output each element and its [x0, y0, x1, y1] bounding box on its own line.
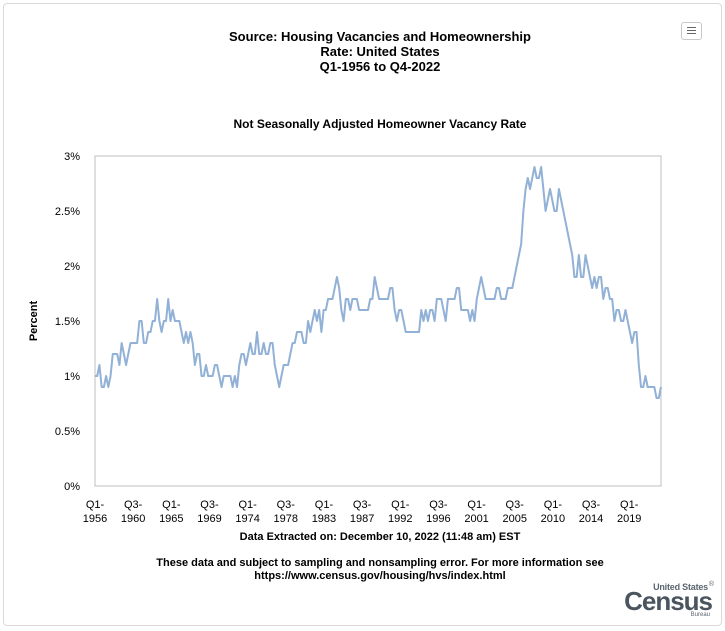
logo-line-bureau: Bureau: [690, 612, 710, 618]
x-tick-label: Q1-1992: [388, 499, 412, 525]
series-line-homeowner-vacancy-rate: [95, 166, 662, 399]
x-tick-label: Q1-2010: [541, 499, 565, 525]
x-tick-label: Q1-1956: [83, 499, 107, 525]
y-tick-label: 3%: [64, 151, 80, 163]
y-tick-label: 2%: [64, 261, 80, 273]
chart-title-line-1: Source: Housing Vacancies and Homeowners…: [229, 29, 531, 44]
x-tick-label: Q3-1978: [274, 499, 298, 525]
chart-title-line-2: Rate: United States: [320, 44, 440, 59]
y-tick-label: 0%: [64, 481, 80, 493]
x-tick-label: Q3-2005: [502, 499, 526, 525]
x-tick-label: Q1-1983: [312, 499, 336, 525]
disclaimer-line-1: These data and subject to sampling and n…: [156, 557, 604, 569]
logo-registered-mark: ®: [708, 581, 714, 588]
y-tick-label: 1%: [64, 371, 80, 383]
x-tick-label: Q3-1969: [197, 499, 221, 525]
x-tick-label: Q3-1987: [350, 499, 374, 525]
y-tick-label: 1.5%: [55, 316, 80, 328]
chart-subtitle: Not Seasonally Adjusted Homeowner Vacanc…: [233, 117, 527, 131]
x-tick-label: Q3-2014: [579, 499, 603, 525]
data-extracted-note: Data Extracted on: December 10, 2022 (11…: [239, 531, 521, 543]
census-bureau-logo: United States ® Census Bureau: [624, 581, 714, 621]
logo-line-census: Census: [624, 586, 713, 616]
plot-area: [94, 155, 662, 487]
x-tick-label: Q1-1974: [235, 499, 259, 525]
y-tick-label: 0.5%: [55, 426, 80, 438]
x-tick-label: Q1-1965: [159, 499, 183, 525]
y-tick-label: 2.5%: [55, 206, 80, 218]
chart-title-line-3: Q1-1956 to Q4-2022: [319, 59, 441, 74]
x-tick-label: Q1-2019: [617, 499, 641, 525]
logo-line-united-states: United States: [653, 582, 708, 592]
x-tick-label: Q3-1960: [121, 499, 145, 525]
chart-context-menu-button[interactable]: [681, 22, 702, 40]
x-tick-label: Q3-1996: [426, 499, 450, 525]
x-tick-label: Q1-2001: [464, 499, 488, 525]
disclaimer-line-2: https://www.census.gov/housing/hvs/index…: [254, 570, 506, 582]
